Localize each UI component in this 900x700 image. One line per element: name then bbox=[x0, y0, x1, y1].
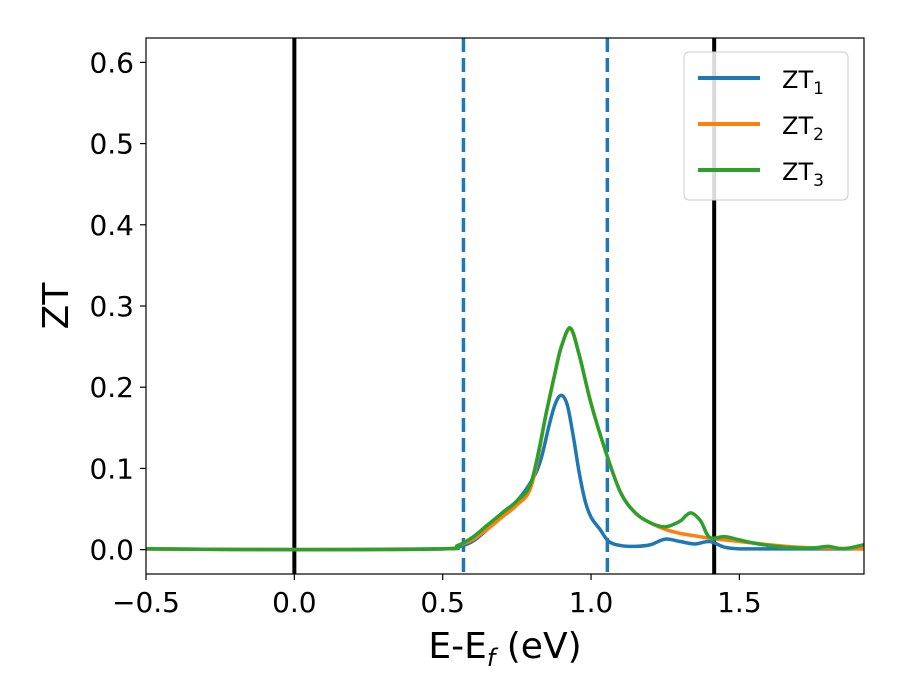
y-tick-label: 0.4 bbox=[89, 209, 134, 242]
legend-label-zt1: ZT1 bbox=[782, 66, 824, 99]
y-tick-label: 0.1 bbox=[89, 452, 134, 485]
x-tick-label: 1.5 bbox=[717, 586, 762, 619]
series-line-zt1 bbox=[146, 393, 864, 552]
legend-label-zt3: ZT3 bbox=[782, 158, 824, 191]
x-axis-label: E-Ef (eV) bbox=[428, 626, 581, 672]
y-axis-label: ZT bbox=[36, 282, 77, 330]
legend-label-zt2: ZT2 bbox=[782, 112, 824, 145]
y-tick-label: 0.6 bbox=[89, 46, 134, 79]
x-tick-label: −0.5 bbox=[112, 586, 180, 619]
series-line-zt3 bbox=[146, 326, 864, 552]
reference-lines bbox=[292, 38, 717, 574]
x-axis: −0.5 0.0 0.5 1.0 1.5 bbox=[112, 574, 762, 619]
x-tick-label: 1.0 bbox=[569, 586, 614, 619]
series-line-zt2 bbox=[146, 326, 864, 552]
y-axis: 0.0 0.1 0.2 0.3 0.4 0.5 0.6 bbox=[89, 46, 146, 567]
x-tick-label: 0.5 bbox=[420, 586, 465, 619]
y-tick-label: 0.2 bbox=[89, 371, 134, 404]
y-tick-label: 0.5 bbox=[89, 128, 134, 161]
series-lines bbox=[146, 326, 864, 552]
x-tick-label: 0.0 bbox=[272, 586, 317, 619]
y-tick-label: 0.3 bbox=[89, 290, 134, 323]
legend-box bbox=[683, 51, 849, 201]
y-tick-label: 0.0 bbox=[89, 534, 134, 567]
legend: ZT1 ZT2 ZT3 bbox=[683, 51, 849, 201]
